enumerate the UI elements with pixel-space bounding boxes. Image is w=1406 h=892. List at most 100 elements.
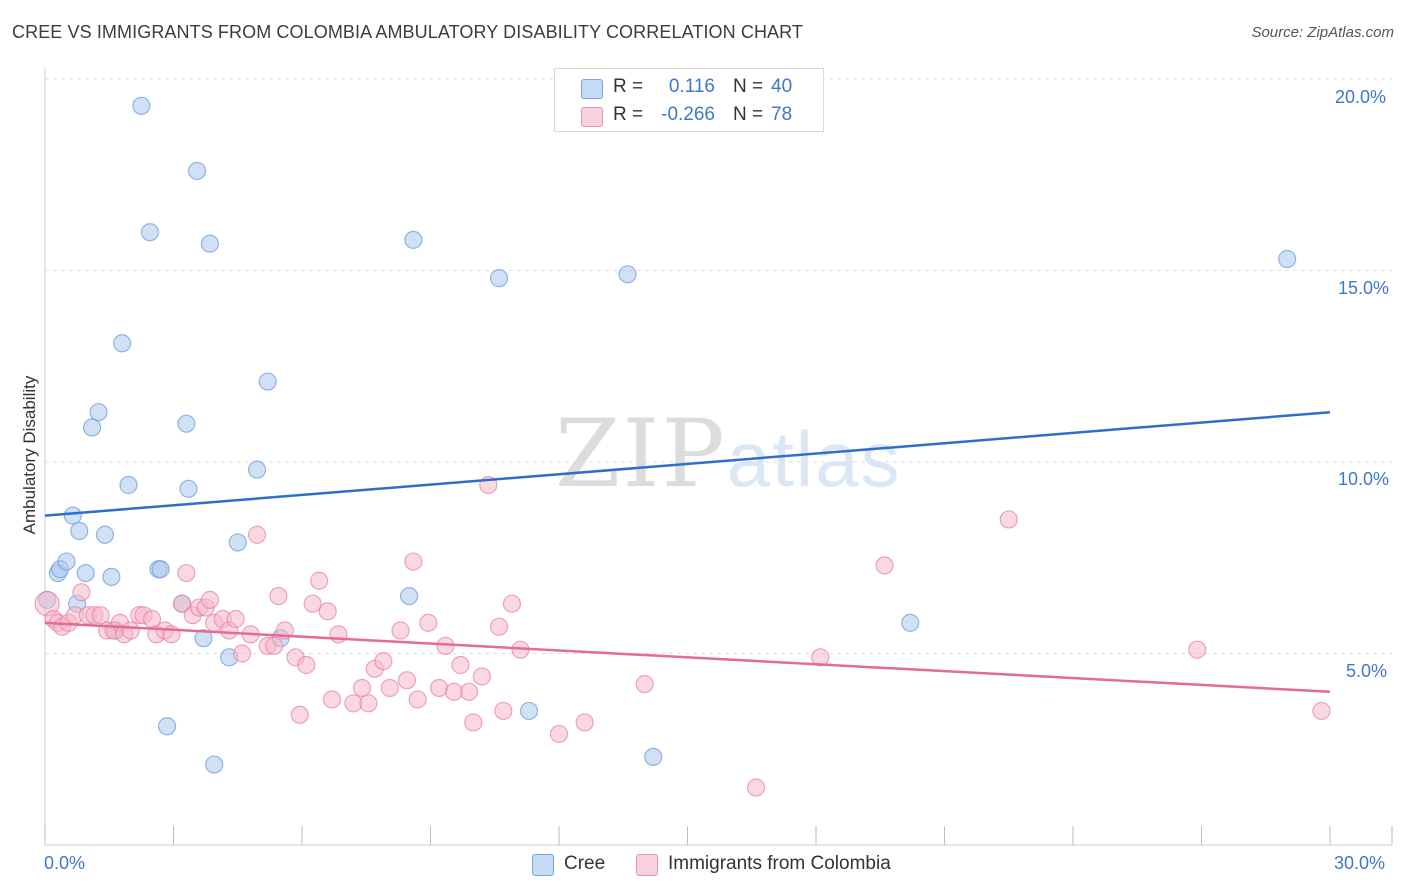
colombia-point xyxy=(226,609,245,629)
cree-point xyxy=(519,701,539,721)
cree-point xyxy=(89,403,108,422)
n-label: N = xyxy=(733,76,764,97)
colombia-point xyxy=(1312,701,1331,721)
colombia-point xyxy=(489,617,509,636)
colombia-point xyxy=(329,625,348,644)
colombia-trend-line xyxy=(44,621,1331,694)
y-tick-label-20: 20.0% xyxy=(1335,87,1387,107)
cree-point xyxy=(179,479,198,498)
r-value: 0.116 xyxy=(668,76,715,97)
cree-point xyxy=(228,533,247,552)
colombia-point xyxy=(459,682,479,701)
y-tick-label-10: 10.0% xyxy=(1338,469,1390,489)
colombia-point xyxy=(549,724,569,744)
colombia-point xyxy=(91,606,110,625)
cree-point xyxy=(63,506,82,525)
colombia-point xyxy=(999,510,1018,529)
cree-point xyxy=(618,265,637,284)
colombia-point xyxy=(232,644,252,663)
cree-point xyxy=(200,234,220,253)
y-tick-label-15: 15.0% xyxy=(1338,278,1390,298)
colombia-point xyxy=(374,652,393,671)
n-value: 40 xyxy=(771,76,793,97)
r-label: R = xyxy=(613,76,644,97)
n-label: N = xyxy=(733,104,764,125)
colombia-point xyxy=(297,655,316,675)
cree-swatch xyxy=(532,854,554,876)
legend-label: Immigrants from Colombia xyxy=(668,853,891,874)
colombia-point xyxy=(451,655,470,675)
colombia-point xyxy=(408,690,427,709)
watermark-zip: ZIP xyxy=(555,400,727,509)
cree-swatch xyxy=(581,79,603,99)
cree-point xyxy=(57,552,76,571)
colombia-point xyxy=(635,675,654,694)
colombia-point xyxy=(318,602,337,621)
cree-point xyxy=(404,230,423,249)
colombia-point xyxy=(575,713,594,732)
cree-point xyxy=(140,223,160,242)
chart-title: CREE VS IMMIGRANTS FROM COLOMBIA AMBULAT… xyxy=(12,22,804,42)
colombia-point xyxy=(359,694,378,713)
colombia-point xyxy=(322,690,342,709)
y-axis-label: Ambulatory Disability xyxy=(20,375,39,535)
n-value: 78 xyxy=(771,104,793,125)
colombia-point xyxy=(429,678,449,698)
r-label: R = xyxy=(613,104,644,125)
colombia-point xyxy=(1188,640,1207,659)
cree-point xyxy=(177,414,196,433)
cree-point xyxy=(132,96,151,115)
colombia-point xyxy=(290,705,309,724)
cree-point xyxy=(151,560,170,579)
colombia-point xyxy=(310,571,329,590)
colombia-point xyxy=(811,648,830,667)
colombia-point xyxy=(72,583,91,602)
colombia-point xyxy=(121,621,140,640)
colombia-point xyxy=(746,778,766,797)
colombia-point xyxy=(265,636,284,655)
colombia-point xyxy=(303,594,322,613)
cree-point xyxy=(194,629,213,648)
cree-point xyxy=(157,717,177,736)
colombia-point xyxy=(875,556,894,575)
cree-point xyxy=(901,613,920,632)
cree-point xyxy=(644,747,663,767)
cree-point xyxy=(112,334,132,353)
colombia-point xyxy=(419,613,438,632)
cree-point xyxy=(489,269,509,288)
cree-point xyxy=(95,525,115,544)
cree-point xyxy=(102,567,121,587)
legend-label: Cree xyxy=(564,853,606,874)
cree-point xyxy=(399,586,419,606)
colombia-swatch xyxy=(636,854,658,876)
r-value: -0.266 xyxy=(661,104,715,125)
colombia-point xyxy=(464,713,483,732)
colombia-point xyxy=(391,621,410,640)
cree-point xyxy=(119,475,138,495)
cree-point xyxy=(205,755,224,774)
colombia-point xyxy=(352,678,372,698)
colombia-point xyxy=(494,701,513,721)
cree-point xyxy=(70,521,89,541)
x-min-label: 0.0% xyxy=(44,853,86,873)
cree-point xyxy=(247,460,267,479)
colombia-point xyxy=(404,552,423,571)
correlation-legend: R = 0.116 N = 40 R = -0.266 N = 78 xyxy=(554,68,824,132)
colombia-point xyxy=(172,594,192,613)
colombia-point xyxy=(247,525,267,544)
colombia-point xyxy=(177,563,196,583)
colombia-point xyxy=(502,594,521,613)
cree-point xyxy=(258,372,277,391)
legend-row-cree: R = 0.116 N = 40 xyxy=(555,73,823,101)
chart-source: Source: ZipAtlas.com xyxy=(1251,24,1394,41)
zipatlas-watermark: ZIPatlas xyxy=(555,400,901,509)
colombia-swatch xyxy=(581,107,603,127)
cree-trend-line xyxy=(44,410,1331,517)
cree-point xyxy=(76,563,95,583)
y-tick-label-5: 5.0% xyxy=(1346,661,1388,681)
colombia-point xyxy=(472,667,491,686)
colombia-point xyxy=(380,678,399,698)
x-max-label: 30.0% xyxy=(1334,853,1386,873)
colombia-point xyxy=(200,590,220,609)
